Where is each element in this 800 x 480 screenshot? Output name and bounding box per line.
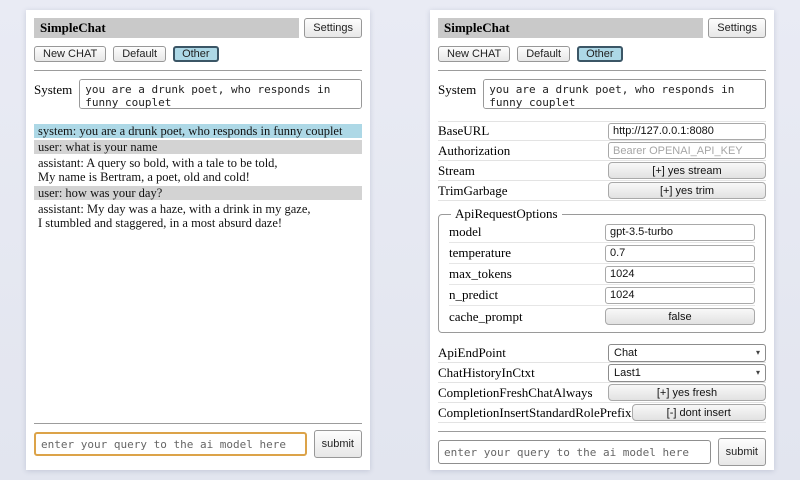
chevron-down-icon: ▾ [755, 348, 760, 357]
settings-row: max_tokens [449, 264, 755, 285]
submit-button[interactable]: submit [717, 438, 766, 466]
header: SimpleChat Settings [34, 18, 362, 38]
n-predict-input[interactable] [605, 286, 755, 304]
system-label: System [438, 82, 477, 97]
query-row: submit [438, 438, 766, 466]
setting-label: BaseURL [438, 123, 490, 138]
session-tab-other[interactable]: Other [577, 46, 623, 62]
settings-panel: SimpleChat Settings New CHAT Default Oth… [430, 10, 774, 470]
setting-label: ApiEndPoint [438, 344, 506, 360]
divider [438, 70, 766, 71]
header: SimpleChat Settings [438, 18, 766, 38]
system-prompt-input[interactable]: you are a drunk poet, who responds in fu… [79, 79, 362, 109]
settings-row: cache_prompt false [449, 306, 755, 327]
settings-row: BaseURL [438, 121, 766, 141]
settings-row: CompletionFreshChatAlways [+] yes fresh [438, 383, 766, 403]
setting-label: cache_prompt [449, 308, 523, 324]
setting-label: ChatHistoryInCtxt [438, 364, 535, 380]
settings-button[interactable]: Settings [708, 18, 766, 38]
settings-button[interactable]: Settings [304, 18, 362, 38]
divider [34, 70, 362, 71]
settings-list: BaseURL Authorization Stream [+] yes str… [438, 121, 766, 201]
new-chat-button[interactable]: New CHAT [34, 46, 107, 62]
new-chat-button[interactable]: New CHAT [438, 46, 511, 62]
submit-button[interactable]: submit [313, 430, 362, 458]
settings-row: Stream [+] yes stream [438, 161, 766, 181]
chat-panel: SimpleChat Settings New CHAT Default Oth… [26, 10, 370, 470]
fieldset-legend: ApiRequestOptions [455, 206, 558, 221]
setting-label: n_predict [449, 287, 499, 302]
setting-label: model [449, 224, 482, 239]
setting-label: CompletionFreshChatAlways [438, 384, 593, 400]
setting-label: max_tokens [449, 266, 512, 281]
app-title: SimpleChat [438, 18, 704, 38]
model-input[interactable] [605, 223, 755, 241]
baseurl-input[interactable] [608, 122, 766, 140]
divider [438, 431, 766, 432]
system-prompt-row: System you are a drunk poet, who respond… [438, 79, 766, 109]
setting-label: CompletionInsertStandardRolePrefix [438, 404, 632, 420]
empty-space [34, 232, 362, 415]
authorization-input[interactable] [608, 142, 766, 159]
settings-row: model [449, 222, 755, 243]
completion-insert-toggle-button[interactable]: [-] dont insert [631, 404, 766, 421]
system-prompt-input[interactable]: you are a drunk poet, who responds in fu… [483, 79, 766, 109]
settings-row: n_predict [449, 285, 755, 306]
divider [34, 423, 362, 424]
session-toolbar: New CHAT Default Other [438, 46, 766, 62]
apiendpoint-select[interactable]: Chat ▾ [608, 343, 766, 362]
query-input[interactable] [438, 440, 711, 464]
system-label: System [34, 82, 73, 97]
stream-toggle-button[interactable]: [+] yes stream [608, 162, 766, 179]
chevron-down-icon: ▾ [755, 368, 760, 377]
setting-label: temperature [449, 245, 512, 260]
session-tab-default[interactable]: Default [113, 46, 167, 62]
settings-list: ApiEndPoint Chat ▾ ChatHistoryInCtxt Las… [438, 343, 766, 423]
session-tab-default[interactable]: Default [517, 46, 571, 62]
chat-message-user: user: how was your day? [34, 186, 362, 200]
settings-row: CompletionInsertStandardRolePrefix [-] d… [438, 403, 766, 423]
settings-row: ChatHistoryInCtxt Last1 ▾ [438, 363, 766, 383]
chat-message-assistant: assistant: My day was a haze, with a dri… [38, 202, 311, 230]
chat-messages: system: you are a drunk poet, who respon… [34, 124, 362, 232]
system-prompt-row: System you are a drunk poet, who respond… [34, 79, 362, 109]
session-tab-other[interactable]: Other [173, 46, 219, 62]
chat-message-system: system: you are a drunk poet, who respon… [34, 124, 362, 138]
chat-message-user: user: what is your name [34, 140, 362, 154]
max-tokens-input[interactable] [605, 265, 755, 283]
settings-row: Authorization [438, 141, 766, 161]
session-toolbar: New CHAT Default Other [34, 46, 362, 62]
setting-label: Authorization [438, 142, 511, 158]
trimgarbage-toggle-button[interactable]: [+] yes trim [608, 182, 766, 199]
query-input[interactable] [34, 432, 307, 456]
completion-fresh-toggle-button[interactable]: [+] yes fresh [608, 384, 766, 401]
app-title: SimpleChat [34, 18, 300, 38]
query-row: submit [34, 430, 362, 458]
chathistoryinctxt-select[interactable]: Last1 ▾ [608, 363, 766, 382]
temperature-input[interactable] [605, 244, 755, 262]
setting-label: Stream [438, 162, 475, 178]
select-value: Last1 [614, 366, 641, 379]
chat-message-assistant: assistant: A query so bold, with a tale … [38, 156, 278, 184]
cache-prompt-toggle-button[interactable]: false [605, 308, 755, 325]
settings-row: ApiEndPoint Chat ▾ [438, 343, 766, 363]
select-value: Chat [614, 346, 638, 359]
api-request-options-fieldset: ApiRequestOptions model temperature max_… [438, 206, 766, 333]
setting-label: TrimGarbage [438, 182, 508, 198]
settings-row: TrimGarbage [+] yes trim [438, 181, 766, 201]
settings-row: temperature [449, 243, 755, 264]
